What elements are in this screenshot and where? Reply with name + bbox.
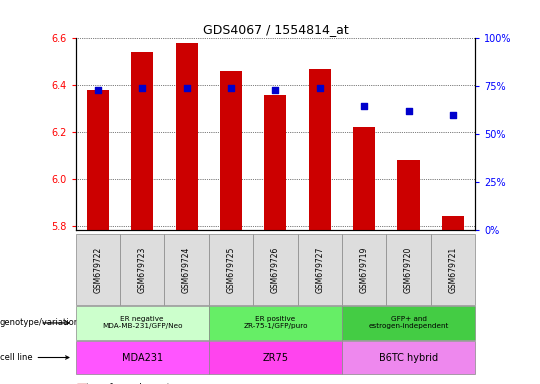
- Point: [227, 85, 235, 91]
- Title: GDS4067 / 1554814_at: GDS4067 / 1554814_at: [202, 23, 348, 36]
- Bar: [264, 94, 287, 230]
- Bar: [87, 90, 109, 230]
- Text: GSM679727: GSM679727: [315, 247, 325, 293]
- Text: ZR75: ZR75: [262, 353, 288, 362]
- Text: ER positive
ZR-75-1/GFP/puro: ER positive ZR-75-1/GFP/puro: [243, 316, 308, 329]
- Bar: [131, 53, 153, 230]
- Text: GSM679719: GSM679719: [360, 247, 369, 293]
- Text: GFP+ and
estrogen-independent: GFP+ and estrogen-independent: [368, 316, 449, 329]
- Text: ER negative
MDA-MB-231/GFP/Neo: ER negative MDA-MB-231/GFP/Neo: [102, 316, 183, 329]
- Point: [315, 85, 324, 91]
- Point: [271, 87, 280, 93]
- Bar: [442, 216, 464, 230]
- Text: GSM679720: GSM679720: [404, 247, 413, 293]
- Point: [360, 103, 368, 109]
- Point: [138, 85, 146, 91]
- Text: GSM679721: GSM679721: [449, 247, 457, 293]
- Text: GSM679722: GSM679722: [93, 247, 102, 293]
- Text: B6TC hybrid: B6TC hybrid: [379, 353, 438, 362]
- Bar: [176, 43, 198, 230]
- Text: MDA231: MDA231: [122, 353, 163, 362]
- Point: [93, 87, 102, 93]
- Text: GSM679726: GSM679726: [271, 247, 280, 293]
- Text: genotype/variation: genotype/variation: [0, 318, 80, 328]
- Bar: [353, 127, 375, 230]
- Bar: [397, 160, 420, 230]
- Text: cell line: cell line: [0, 353, 69, 362]
- Text: GSM679724: GSM679724: [182, 247, 191, 293]
- Text: transformed count: transformed count: [86, 383, 171, 384]
- Bar: [309, 69, 331, 230]
- Point: [449, 112, 457, 118]
- Text: GSM679723: GSM679723: [138, 247, 147, 293]
- Bar: [220, 71, 242, 230]
- Point: [183, 85, 191, 91]
- Point: [404, 108, 413, 114]
- Text: GSM679725: GSM679725: [226, 247, 235, 293]
